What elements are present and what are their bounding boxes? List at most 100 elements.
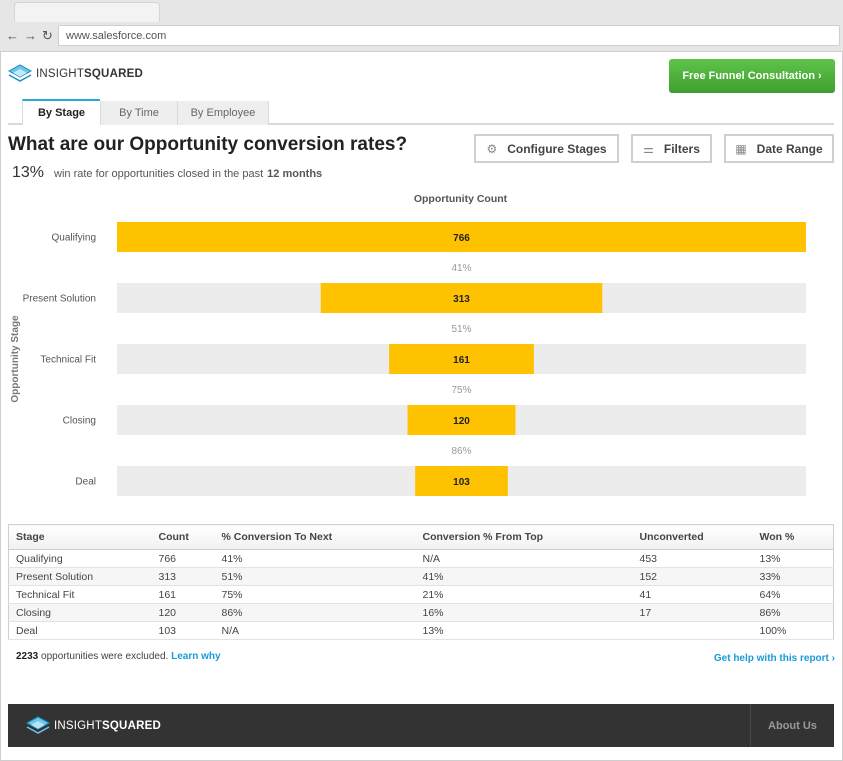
stage-tick-label: Closing <box>63 416 96 427</box>
table-cell: Deal <box>8 621 152 640</box>
col-header-conversion-next: % Conversion To Next <box>214 524 416 550</box>
table-cell: 86% <box>752 603 834 622</box>
filters-button[interactable]: ⚌ Filters <box>631 134 712 163</box>
table-row: Deal 103 N/A 13% 100% <box>8 621 834 640</box>
win-rate-text: win rate for opportunities closed in the… <box>54 168 264 180</box>
col-header-conversion-top: Conversion % From Top <box>415 524 633 550</box>
table-cell: 75% <box>214 585 416 604</box>
learn-why-link[interactable]: Learn why <box>171 651 221 662</box>
stage-tick-label: Deal <box>75 477 96 488</box>
bar-value-label: 161 <box>453 355 470 366</box>
sliders-icon: ⚌ <box>643 141 654 156</box>
footer: INSIGHTSQUARED About Us <box>8 704 834 747</box>
logo-text: INSIGHTSQUARED <box>36 68 143 80</box>
help-link[interactable]: Get help with this report › <box>713 653 835 664</box>
table-cell: 766 <box>151 549 215 568</box>
stage-tick-label: Present Solution <box>23 294 96 305</box>
address-bar[interactable]: www.salesforce.com <box>58 25 840 46</box>
table-cell: 51% <box>214 567 416 586</box>
bar-value-label: 103 <box>453 477 470 488</box>
insightsquared-logo-icon <box>8 64 32 82</box>
date-range-label: Date Range <box>756 141 823 156</box>
col-header-stage: Stage <box>8 524 152 550</box>
funnel-chart: Opportunity Count Opportunity Stage 766 Qua… <box>10 193 806 496</box>
about-us-link[interactable]: About Us <box>768 719 817 732</box>
funnel-bar <box>407 405 516 435</box>
funnel-bar <box>320 283 603 313</box>
table-cell: 313 <box>151 567 215 586</box>
col-header-unconverted: Unconverted <box>632 524 753 550</box>
table-cell: Qualifying <box>8 549 152 568</box>
table-cell: Technical Fit <box>8 585 152 604</box>
table-row: Present Solution 313 51% 41% 152 33% <box>8 567 834 586</box>
funnel-bar <box>389 344 534 374</box>
stage-tick-label: Qualifying <box>52 233 96 244</box>
col-header-count: Count <box>151 524 215 550</box>
table-row: Qualifying 766 41% N/A 453 13% <box>8 549 834 568</box>
table-cell: 120 <box>151 603 215 622</box>
tab-by-employee[interactable]: By Employee <box>177 101 269 125</box>
footer-logo-text: INSIGHTSQUARED <box>54 720 161 732</box>
excluded-count: 2233 <box>16 651 39 662</box>
free-funnel-consultation-button[interactable]: Free Funnel Consultation › <box>669 59 835 93</box>
win-rate-period: 12 months <box>267 168 323 180</box>
browser-tab[interactable] <box>14 2 160 22</box>
table-cell: 13% <box>415 621 633 640</box>
logo[interactable]: INSIGHTSQUARED <box>8 64 143 84</box>
table-cell: 21% <box>415 585 633 604</box>
table-cell: 16% <box>415 603 633 622</box>
excluded-note: 2233 opportunities were excluded. Learn … <box>16 651 221 662</box>
insightsquared-logo-icon <box>26 716 50 734</box>
footer-divider <box>750 704 751 747</box>
footer-logo[interactable]: INSIGHTSQUARED <box>26 716 161 736</box>
table-row: Technical Fit 161 75% 21% 41 64% <box>8 585 834 604</box>
table-cell: Closing <box>8 603 152 622</box>
tab-by-stage[interactable]: By Stage <box>22 99 100 125</box>
table-cell: 100% <box>752 621 834 640</box>
table-cell: 86% <box>214 603 416 622</box>
browser-chrome: ← → ↻ www.salesforce.com <box>0 0 843 52</box>
conversion-label: 86% <box>451 446 471 457</box>
table-cell: Present Solution <box>8 567 152 586</box>
date-range-button[interactable]: ▦ Date Range <box>724 134 834 163</box>
table-cell: 103 <box>151 621 215 640</box>
configure-stages-button[interactable]: ⚙ Configure Stages <box>474 134 619 163</box>
page-title: What are our Opportunity conversion rate… <box>8 134 408 155</box>
report-tabs: By Stage By Time By Employee <box>8 99 834 125</box>
table-cell: 64% <box>752 585 834 604</box>
col-header-won: Won % <box>752 524 834 550</box>
stage-table: Stage Count % Conversion To Next Convers… <box>8 524 834 640</box>
conversion-label: 41% <box>451 263 471 274</box>
excluded-text: opportunities were excluded. <box>41 651 169 662</box>
reload-icon[interactable]: ↻ <box>42 28 53 43</box>
table-cell <box>632 621 753 640</box>
bar-value-label: 313 <box>453 294 470 305</box>
table-header-row: Stage Count % Conversion To Next Convers… <box>8 524 834 550</box>
table-cell: 453 <box>632 549 753 568</box>
conversion-label: 51% <box>451 324 471 335</box>
tab-by-time[interactable]: By Time <box>100 101 177 125</box>
filters-label: Filters <box>663 141 700 156</box>
funnel-bar <box>117 222 806 252</box>
back-arrow-icon[interactable]: ← <box>6 28 19 43</box>
table-cell: 41 <box>632 585 753 604</box>
gear-icon: ⚙ <box>486 141 498 156</box>
y-axis-label: Opportunity Stage <box>10 315 21 403</box>
win-rate-summary: 13% win rate for opportunities closed in… <box>12 164 322 182</box>
table-cell: 41% <box>415 567 633 586</box>
stage-tick-label: Technical Fit <box>40 355 96 366</box>
bar-value-label: 120 <box>453 416 470 427</box>
table-row: Closing 120 86% 16% 17 86% <box>8 603 834 622</box>
table-cell: 41% <box>214 549 416 568</box>
forward-arrow-icon[interactable]: → <box>24 28 37 43</box>
table-cell: 17 <box>632 603 753 622</box>
configure-stages-label: Configure Stages <box>507 141 607 156</box>
table-cell: N/A <box>214 621 416 640</box>
funnel-bar <box>415 466 508 496</box>
table-cell: 33% <box>752 567 834 586</box>
bar-value-label: 766 <box>453 233 470 244</box>
conversion-label: 75% <box>451 385 471 396</box>
table-cell: 152 <box>632 567 753 586</box>
chart-title: Opportunity Count <box>414 193 508 205</box>
table-cell: 161 <box>151 585 215 604</box>
